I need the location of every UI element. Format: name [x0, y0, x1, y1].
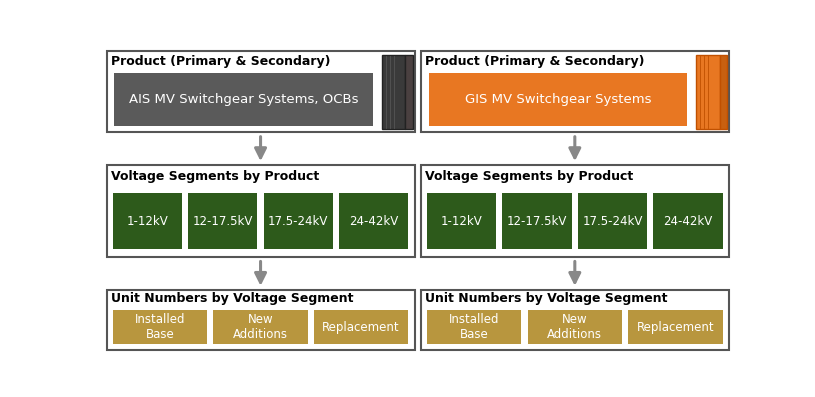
FancyBboxPatch shape: [527, 310, 622, 344]
FancyBboxPatch shape: [107, 166, 415, 257]
FancyBboxPatch shape: [578, 193, 647, 249]
FancyBboxPatch shape: [421, 290, 729, 350]
Text: Installed
Base: Installed Base: [449, 313, 500, 341]
Text: 17.5-24kV: 17.5-24kV: [268, 215, 328, 228]
FancyBboxPatch shape: [421, 166, 729, 257]
Text: 17.5-24kV: 17.5-24kV: [583, 215, 643, 228]
FancyBboxPatch shape: [427, 193, 496, 249]
Text: 12-17.5kV: 12-17.5kV: [507, 215, 567, 228]
Text: Voltage Segments by Product: Voltage Segments by Product: [111, 170, 319, 183]
FancyBboxPatch shape: [382, 54, 405, 129]
FancyBboxPatch shape: [421, 52, 729, 132]
Text: 1-12kV: 1-12kV: [126, 215, 168, 228]
FancyBboxPatch shape: [696, 54, 720, 129]
FancyBboxPatch shape: [314, 310, 408, 344]
FancyBboxPatch shape: [503, 193, 571, 249]
Text: Unit Numbers by Voltage Segment: Unit Numbers by Voltage Segment: [111, 292, 354, 305]
FancyBboxPatch shape: [339, 193, 408, 249]
FancyBboxPatch shape: [264, 193, 333, 249]
FancyBboxPatch shape: [429, 73, 687, 126]
FancyBboxPatch shape: [112, 310, 207, 344]
FancyBboxPatch shape: [114, 73, 372, 126]
FancyBboxPatch shape: [427, 310, 522, 344]
Text: Voltage Segments by Product: Voltage Segments by Product: [425, 170, 634, 183]
FancyBboxPatch shape: [214, 310, 308, 344]
FancyBboxPatch shape: [107, 52, 415, 132]
Text: 24-42kV: 24-42kV: [663, 215, 712, 228]
Text: 24-42kV: 24-42kV: [349, 215, 399, 228]
FancyBboxPatch shape: [654, 193, 723, 249]
Text: Product (Primary & Secondary): Product (Primary & Secondary): [425, 55, 645, 68]
Text: Product (Primary & Secondary): Product (Primary & Secondary): [111, 55, 331, 68]
FancyBboxPatch shape: [107, 290, 415, 350]
Text: Replacement: Replacement: [637, 321, 714, 333]
Text: 1-12kV: 1-12kV: [441, 215, 482, 228]
FancyBboxPatch shape: [405, 54, 413, 129]
Text: Installed
Base: Installed Base: [134, 313, 185, 341]
FancyBboxPatch shape: [188, 193, 258, 249]
Text: Replacement: Replacement: [323, 321, 400, 333]
Text: New
Additions: New Additions: [548, 313, 602, 341]
Text: AIS MV Switchgear Systems, OCBs: AIS MV Switchgear Systems, OCBs: [129, 93, 359, 106]
Text: GIS MV Switchgear Systems: GIS MV Switchgear Systems: [465, 93, 651, 106]
FancyBboxPatch shape: [628, 310, 723, 344]
Text: New
Additions: New Additions: [233, 313, 288, 341]
FancyBboxPatch shape: [112, 193, 182, 249]
Text: Unit Numbers by Voltage Segment: Unit Numbers by Voltage Segment: [425, 292, 668, 305]
FancyBboxPatch shape: [720, 54, 727, 129]
Text: 12-17.5kV: 12-17.5kV: [192, 215, 253, 228]
